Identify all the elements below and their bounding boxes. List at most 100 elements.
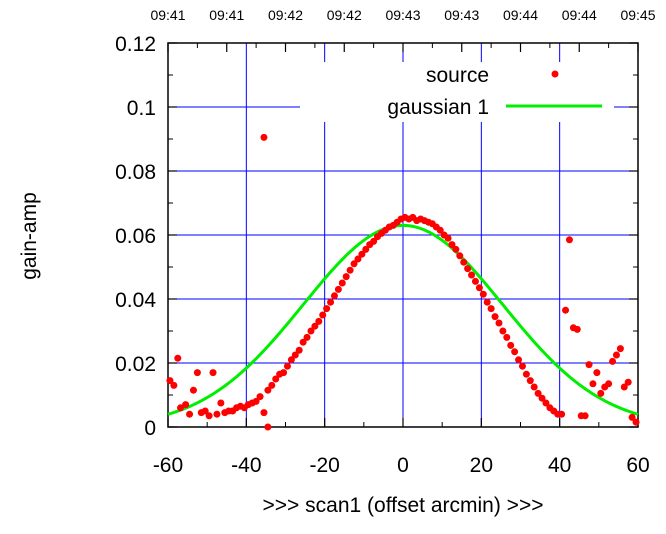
source-point [589, 380, 597, 388]
source-point [444, 234, 452, 242]
source-point [593, 369, 601, 377]
source-point [252, 397, 260, 405]
top-tick-label: 09:43 [385, 7, 420, 23]
source-point [448, 241, 456, 249]
source-point [518, 362, 526, 370]
source-point [605, 380, 613, 388]
source-point [503, 333, 511, 341]
source-point [609, 357, 617, 365]
source-point [330, 292, 338, 300]
source-point [350, 260, 358, 268]
top-tick-label: 09:42 [327, 7, 362, 23]
source-point [299, 338, 307, 346]
source-point [620, 383, 628, 391]
source-point [186, 410, 194, 418]
source-point [217, 399, 225, 407]
source-point [495, 319, 503, 327]
gaussian-1-line [167, 223, 639, 416]
source-point [456, 252, 464, 260]
source-point [201, 407, 209, 415]
source-point [346, 266, 354, 274]
x-tick-label: 0 [397, 454, 409, 477]
source-point [307, 327, 315, 335]
y-axis-label: gain-amp [18, 192, 41, 280]
source-point [260, 409, 268, 417]
source-point [628, 413, 636, 421]
source-point [354, 255, 362, 263]
legend-label-source: source [426, 64, 489, 87]
source-point [581, 412, 589, 420]
source-point [507, 341, 515, 349]
source-point [193, 369, 201, 377]
source-point [362, 245, 370, 253]
source-point [511, 348, 519, 356]
source-point [272, 375, 280, 383]
source-point [291, 351, 299, 359]
tick-marks [167, 42, 639, 428]
source-point [287, 356, 295, 364]
legend-background [300, 62, 614, 122]
gaussian-curve-layer [167, 223, 639, 416]
source-point [460, 258, 468, 266]
source-point [616, 345, 624, 353]
source-point [264, 386, 272, 394]
y-tick-label: 0.06 [115, 225, 156, 248]
source-point [182, 401, 190, 409]
y-tick-label: 0.02 [115, 353, 156, 376]
source-point [491, 313, 499, 321]
top-tick-label: 09:44 [562, 7, 597, 23]
source-point [177, 404, 185, 412]
source-point [295, 346, 303, 354]
source-point [464, 265, 472, 273]
y-tick-label: 0.1 [127, 97, 156, 120]
source-point [558, 410, 566, 418]
legend-marker-source [551, 70, 559, 78]
source-point [166, 377, 174, 385]
source-point [562, 306, 570, 314]
source-point [280, 369, 288, 377]
source-point [597, 389, 605, 397]
source-point [475, 284, 483, 292]
source-point [522, 370, 530, 378]
source-point [174, 354, 182, 362]
y-tick-labels: 0 0.02 0.04 0.06 0.08 0.1 0.12 [115, 33, 156, 440]
x-tick-label: 40 [548, 454, 571, 477]
x-tick-label: -60 [153, 454, 183, 477]
source-point [499, 327, 507, 335]
x-tick-label: -20 [309, 454, 339, 477]
source-point [260, 133, 268, 141]
source-point [319, 311, 327, 319]
y-tick-label: 0 [144, 417, 156, 440]
source-point [315, 317, 323, 325]
source-point [264, 423, 272, 431]
top-tick-label: 09:42 [268, 7, 303, 23]
source-point [213, 410, 221, 418]
legend-label-gaussian: gaussian 1 [387, 96, 489, 119]
x-tick-label: 20 [470, 454, 493, 477]
x-axis-label: >>> scan1 (offset arcmin) >>> [263, 494, 544, 517]
source-point [303, 333, 311, 341]
top-tick-label: 09:44 [503, 7, 538, 23]
y-tick-label: 0.04 [115, 289, 156, 312]
x-tick-labels: -60 -40 -20 0 20 40 60 [153, 454, 650, 477]
source-point [209, 369, 217, 377]
source-point [205, 412, 213, 420]
source-point [189, 386, 197, 394]
source-point [526, 377, 534, 385]
source-point [585, 361, 593, 369]
source-point [479, 290, 487, 298]
source-point [327, 298, 335, 306]
top-tick-label: 09:41 [150, 7, 185, 23]
source-point [565, 236, 573, 244]
source-point [530, 383, 538, 391]
source-point [338, 279, 346, 287]
top-tick-label: 09:43 [444, 7, 479, 23]
source-points-layer [166, 133, 640, 431]
source-point [624, 378, 632, 386]
source-point [256, 393, 264, 401]
source-point [334, 285, 342, 293]
source-point [612, 351, 620, 359]
source-point [342, 273, 350, 281]
source-point [170, 381, 178, 389]
